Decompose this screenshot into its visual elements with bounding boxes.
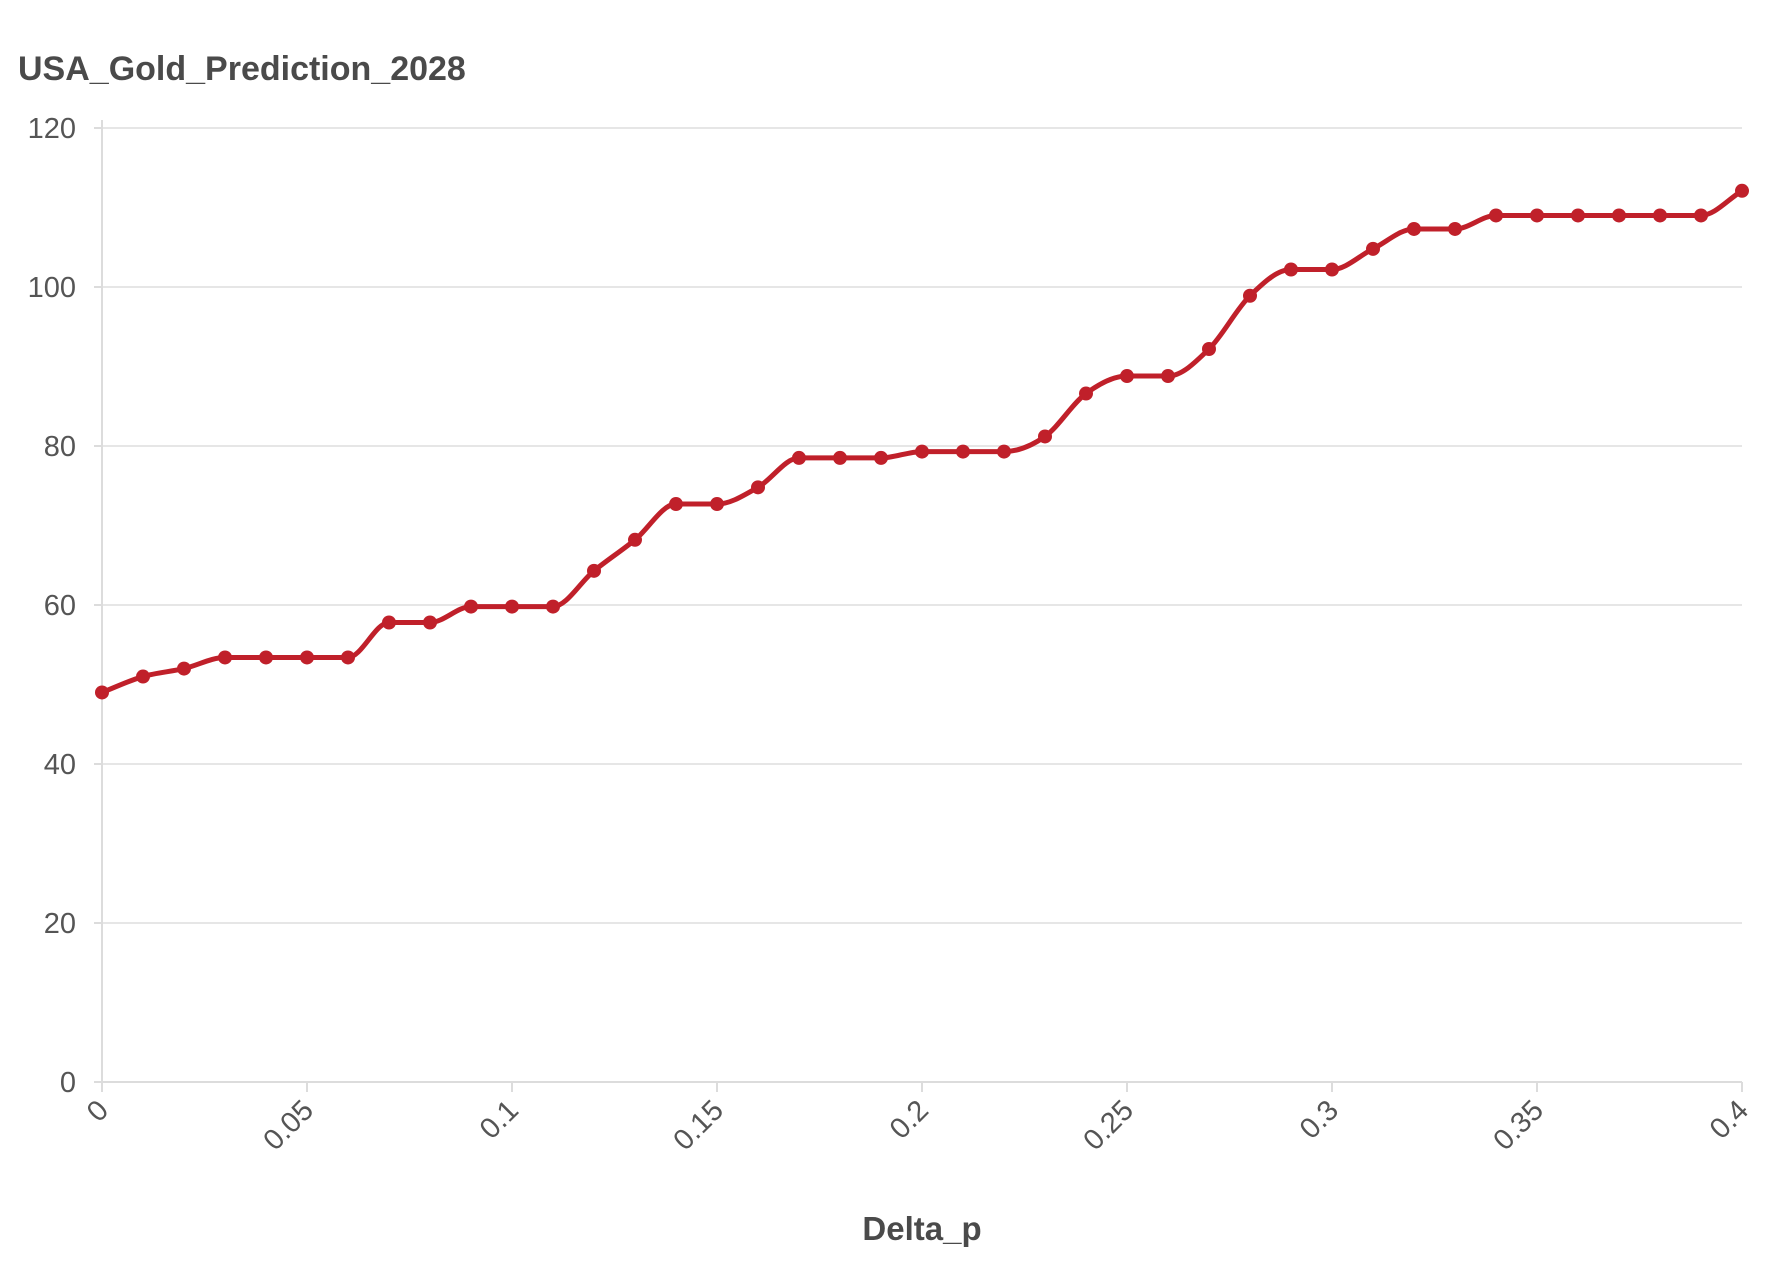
data-point[interactable] [300,650,314,665]
x-tick-label: 0.3 [1294,1094,1345,1145]
data-point[interactable] [546,599,560,614]
x-tick-label: 0.4 [1704,1094,1755,1145]
data-point[interactable] [874,450,888,465]
data-point[interactable] [1571,208,1585,223]
data-point[interactable] [751,480,765,495]
data-point[interactable] [628,532,642,547]
data-point[interactable] [792,450,806,465]
x-tick-label: 0.1 [474,1094,525,1145]
y-tick-label: 100 [28,272,76,304]
data-point[interactable] [1038,429,1052,444]
data-point[interactable] [1489,208,1503,223]
data-point[interactable] [1243,288,1257,303]
x-tick-label: 0.2 [884,1094,935,1145]
grid-lines [102,127,1742,924]
data-point[interactable] [1694,208,1708,223]
series-gold-prediction [95,183,1749,700]
data-point[interactable] [587,563,601,578]
data-point[interactable] [1612,208,1626,223]
y-tick-label: 40 [44,749,76,781]
data-point[interactable] [1407,221,1421,236]
data-point[interactable] [1653,208,1667,223]
y-tick-label: 0 [60,1067,76,1099]
y-tick-labels: 0 20 40 60 80 100 120 [28,113,102,1099]
data-point[interactable] [710,497,724,512]
data-point[interactable] [1284,262,1298,277]
data-point[interactable] [1448,221,1462,236]
chart-title: USA_Gold_Prediction_2028 [18,50,466,88]
data-point[interactable] [1161,369,1175,384]
series-line [99,188,1745,695]
y-tick-label: 80 [44,431,76,463]
data-point[interactable] [341,650,355,665]
data-point[interactable] [1079,386,1093,401]
data-point[interactable] [423,615,437,630]
data-point[interactable] [1325,262,1339,277]
data-point[interactable] [259,650,273,665]
x-tick-label: 0.05 [257,1094,320,1157]
x-axis-title: Delta_p [862,1210,981,1247]
y-tick-label: 120 [28,113,76,145]
data-point[interactable] [997,444,1011,459]
data-point[interactable] [382,615,396,630]
data-point[interactable] [833,450,847,465]
data-point[interactable] [505,599,519,614]
data-point[interactable] [1366,241,1380,256]
y-tick-label: 60 [44,590,76,622]
data-point[interactable] [95,685,109,700]
x-tick-labels: 0 0.05 0.1 0.15 0.2 0.25 0.3 0.35 0.4 [81,1082,1755,1157]
x-tick-label: 0.25 [1077,1094,1140,1157]
x-tick-label: 0.35 [1487,1094,1550,1157]
data-point[interactable] [218,650,232,665]
x-tick-label: 0.15 [667,1094,730,1157]
data-point[interactable] [1120,369,1134,384]
data-point[interactable] [1202,342,1216,357]
data-point[interactable] [136,669,150,684]
data-point[interactable] [669,497,683,512]
data-point[interactable] [177,661,191,676]
data-point[interactable] [1530,208,1544,223]
data-point[interactable] [915,444,929,459]
axes [101,120,1742,1083]
data-point[interactable] [956,444,970,459]
data-point[interactable] [1735,183,1749,198]
data-point[interactable] [464,599,478,614]
x-tick-label: 0 [81,1094,115,1128]
y-tick-label: 20 [44,908,76,940]
